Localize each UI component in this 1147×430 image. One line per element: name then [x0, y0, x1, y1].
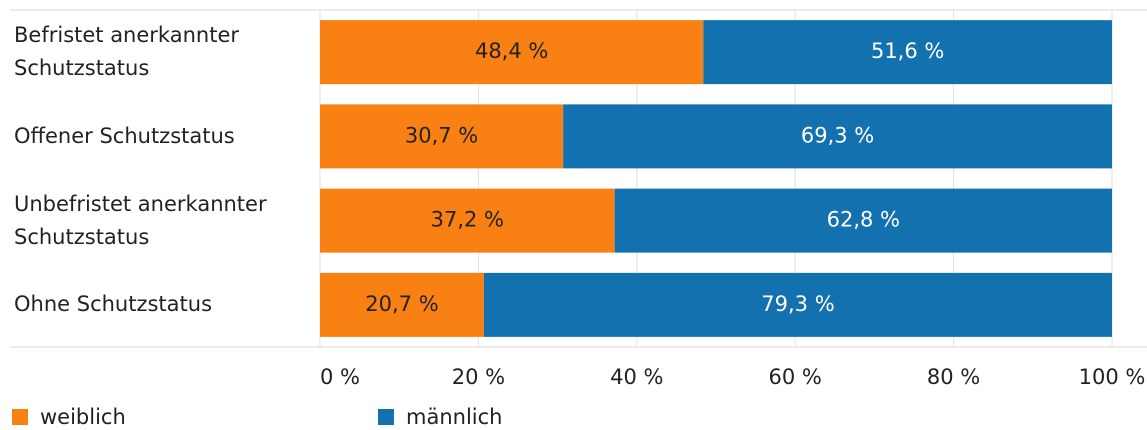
y-tick-label: Offener Schutzstatus [14, 123, 235, 148]
y-tick-label: Ohne Schutzstatus [14, 292, 213, 317]
bar-segment [320, 104, 564, 169]
y-tick-label: Unbefristet anerkannter Schutzstatus [14, 191, 267, 249]
x-tick-label: 20 % [452, 365, 505, 389]
bar-segment [614, 188, 1112, 253]
data-label: 20,7 % [365, 292, 438, 316]
data-label: 51,6 % [871, 39, 944, 63]
x-tick-label: 0 % [320, 365, 360, 389]
legend-swatch [12, 409, 28, 425]
bar-segment [320, 188, 615, 253]
data-label: 30,7 % [405, 123, 478, 147]
bar-segment [320, 272, 484, 337]
y-tick-label: Befristet anerkannter Schutzstatus [14, 23, 239, 81]
x-tick-label: 100 % [1079, 365, 1146, 389]
category-label-box: Ohne Schutzstatus [14, 292, 213, 317]
legend-swatch [378, 409, 394, 425]
bar-segment [320, 20, 704, 85]
x-tick-label: 80 % [927, 365, 980, 389]
x-tick-label: 40 % [610, 365, 663, 389]
category-label-box: Offener Schutzstatus [14, 123, 235, 148]
bar-segment [483, 272, 1113, 337]
bar-segment [703, 20, 1112, 85]
data-label: 62,8 % [827, 208, 900, 232]
bar-segment [563, 104, 1112, 169]
legend-label: weiblich [40, 405, 126, 429]
category-label-box: Befristet anerkannter Schutzstatus [14, 23, 239, 81]
x-tick-label: 60 % [769, 365, 822, 389]
category-label-box: Unbefristet anerkannter Schutzstatus [14, 191, 267, 249]
legend-label: männlich [406, 405, 502, 429]
data-label: 37,2 % [431, 208, 504, 232]
data-label: 79,3 % [761, 292, 834, 316]
data-label: 69,3 % [801, 123, 874, 147]
data-label: 48,4 % [475, 39, 548, 63]
